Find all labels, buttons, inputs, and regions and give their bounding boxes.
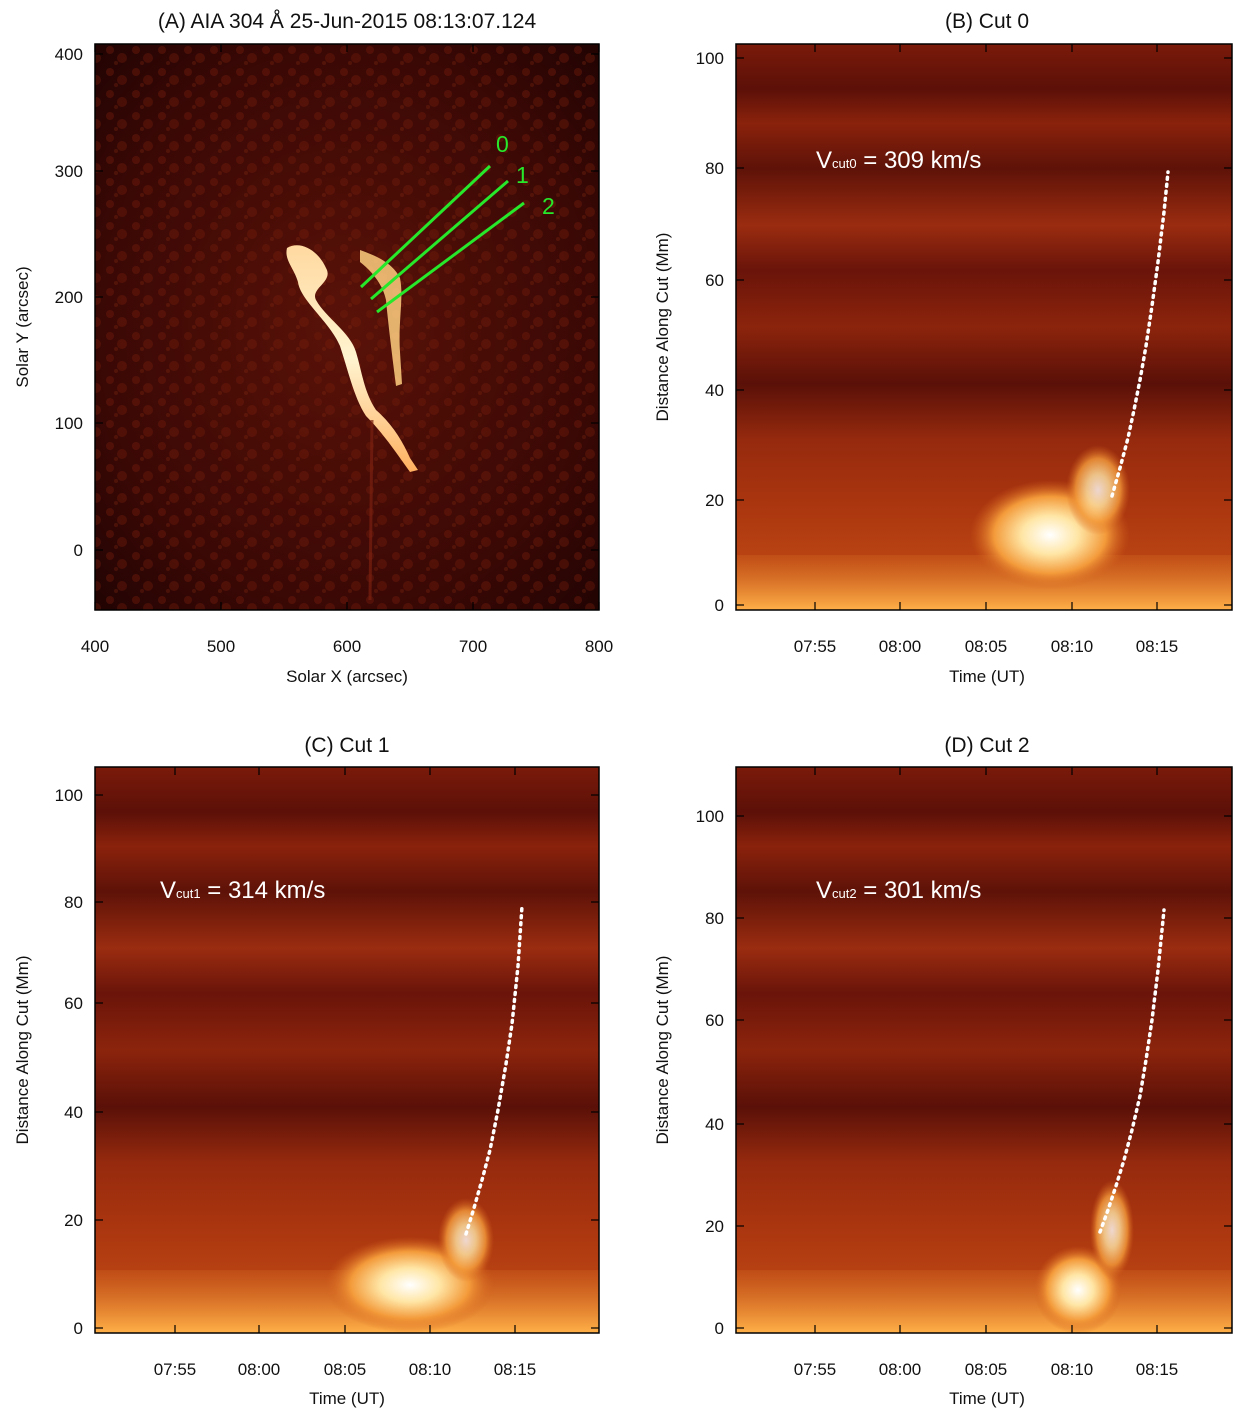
x-tick-label: 08:05	[324, 1360, 367, 1379]
panel-d-ylabel: Distance Along Cut (Mm)	[653, 956, 672, 1145]
panel-c-ylabel: Distance Along Cut (Mm)	[13, 956, 32, 1145]
y-tick-label: 40	[705, 381, 724, 400]
y-tick-label: 60	[64, 994, 83, 1013]
panel-a-ylabel: Solar Y (arcsec)	[13, 266, 32, 387]
panel-a-xlabel: Solar X (arcsec)	[286, 667, 408, 686]
y-tick-label: 60	[705, 1011, 724, 1030]
x-tick-label: 08:00	[879, 1360, 922, 1379]
velocity-label-b: Vcut0 = 309 km/s	[816, 147, 981, 174]
y-tick-label: 0	[715, 1319, 724, 1338]
panel-a-title: (A) AIA 304 Å 25-Jun-2015 08:13:07.124	[158, 10, 537, 33]
fit-trace-b	[1110, 170, 1170, 498]
x-tick-label: 600	[333, 637, 361, 656]
x-tick-label: 07:55	[794, 1360, 837, 1379]
panel-d-image	[736, 767, 1232, 1334]
x-tick-label: 08:10	[1051, 1360, 1094, 1379]
panel-d-frame	[735, 766, 1233, 1334]
cut-label-1: 1	[516, 162, 529, 188]
y-tick-label: 40	[705, 1115, 724, 1134]
x-tick-label: 07:55	[794, 637, 837, 656]
y-tick-label: 100	[55, 414, 83, 433]
cut-line-2	[376, 201, 525, 314]
cut-label-0: 0	[496, 131, 509, 157]
y-tick-label: 0	[74, 1319, 83, 1338]
fit-trace-d	[1098, 908, 1166, 1234]
x-tick-label: 08:10	[1051, 637, 1094, 656]
y-tick-label: 40	[64, 1103, 83, 1122]
y-tick-label: 100	[55, 786, 83, 805]
y-tick-label: 200	[55, 288, 83, 307]
y-tick-label: 80	[64, 893, 83, 912]
y-tick-label: 400	[55, 45, 83, 64]
y-tick-label: 80	[705, 909, 724, 928]
panel-c-axes: 07:55 08:00 08:05 08:10 08:15 0 20 40 60 80 100	[55, 767, 599, 1379]
panel-c: (C) Cut 1 Vcut1 = 314 km/s 07:55 08:00 08:…	[13, 734, 600, 1408]
velocity-label-d: Vcut2 = 301 km/s	[816, 877, 981, 904]
cut-line-0	[359, 164, 492, 289]
filament	[286, 245, 418, 472]
cut-label-2: 2	[542, 193, 555, 219]
panel-d-axes: 07:55 08:00 08:05 08:10 08:15 0 20 40 60 80 100	[696, 767, 1232, 1379]
x-tick-label: 08:15	[494, 1360, 537, 1379]
y-tick-label: 100	[696, 807, 724, 826]
panel-b-image	[736, 44, 1232, 610]
velocity-label-c: Vcut1 = 314 km/s	[160, 877, 325, 904]
y-tick-label: 300	[55, 162, 83, 181]
x-tick-label: 400	[81, 637, 109, 656]
panel-b-xlabel: Time (UT)	[949, 667, 1025, 686]
x-tick-label: 08:15	[1136, 1360, 1179, 1379]
x-tick-label: 08:15	[1136, 637, 1179, 656]
y-tick-label: 80	[705, 159, 724, 178]
x-tick-label: 08:05	[965, 637, 1008, 656]
x-tick-label: 08:00	[238, 1360, 281, 1379]
panel-b-axes: 07:55 08:00 08:05 08:10 08:15 0 20 40 60 80 100	[696, 44, 1232, 656]
panel-d-xlabel: Time (UT)	[949, 1389, 1025, 1408]
panel-a: (A) AIA 304 Å 25-Jun-2015 08:13:07.124 0…	[13, 10, 613, 686]
panel-d-title: (D) Cut 2	[944, 734, 1029, 757]
y-tick-label: 60	[705, 271, 724, 290]
panel-c-image	[95, 767, 599, 1333]
x-tick-label: 700	[459, 637, 487, 656]
y-tick-label: 0	[715, 596, 724, 615]
y-tick-label: 20	[64, 1211, 83, 1230]
panel-c-title: (C) Cut 1	[304, 734, 389, 757]
x-tick-label: 08:05	[965, 1360, 1008, 1379]
panel-d: (D) Cut 2 Vcut2 = 301 km/s 07:55 08:00 08:…	[653, 734, 1233, 1408]
solar-image: 0 1 2	[95, 44, 599, 610]
fit-trace-c	[464, 904, 524, 1236]
panel-c-frame	[94, 766, 600, 1334]
cut-line-1	[370, 179, 509, 301]
x-tick-label: 08:00	[879, 637, 922, 656]
panel-b: (B) Cut 0 Vcut0 = 309 km/s 07:55 08:00 08:…	[653, 10, 1233, 686]
panel-a-axes: 400 500 600 700 800 0 100 200 300 400	[55, 44, 613, 656]
x-tick-label: 500	[207, 637, 235, 656]
x-tick-label: 800	[585, 637, 613, 656]
panel-c-xlabel: Time (UT)	[309, 1389, 385, 1408]
x-tick-label: 08:10	[409, 1360, 452, 1379]
y-tick-label: 20	[705, 491, 724, 510]
y-tick-label: 20	[705, 1217, 724, 1236]
panel-b-ylabel: Distance Along Cut (Mm)	[653, 233, 672, 422]
x-tick-label: 07:55	[154, 1360, 197, 1379]
y-tick-label: 0	[74, 541, 83, 560]
panel-b-frame	[735, 43, 1233, 611]
y-tick-label: 100	[696, 49, 724, 68]
panel-b-title: (B) Cut 0	[945, 10, 1029, 33]
